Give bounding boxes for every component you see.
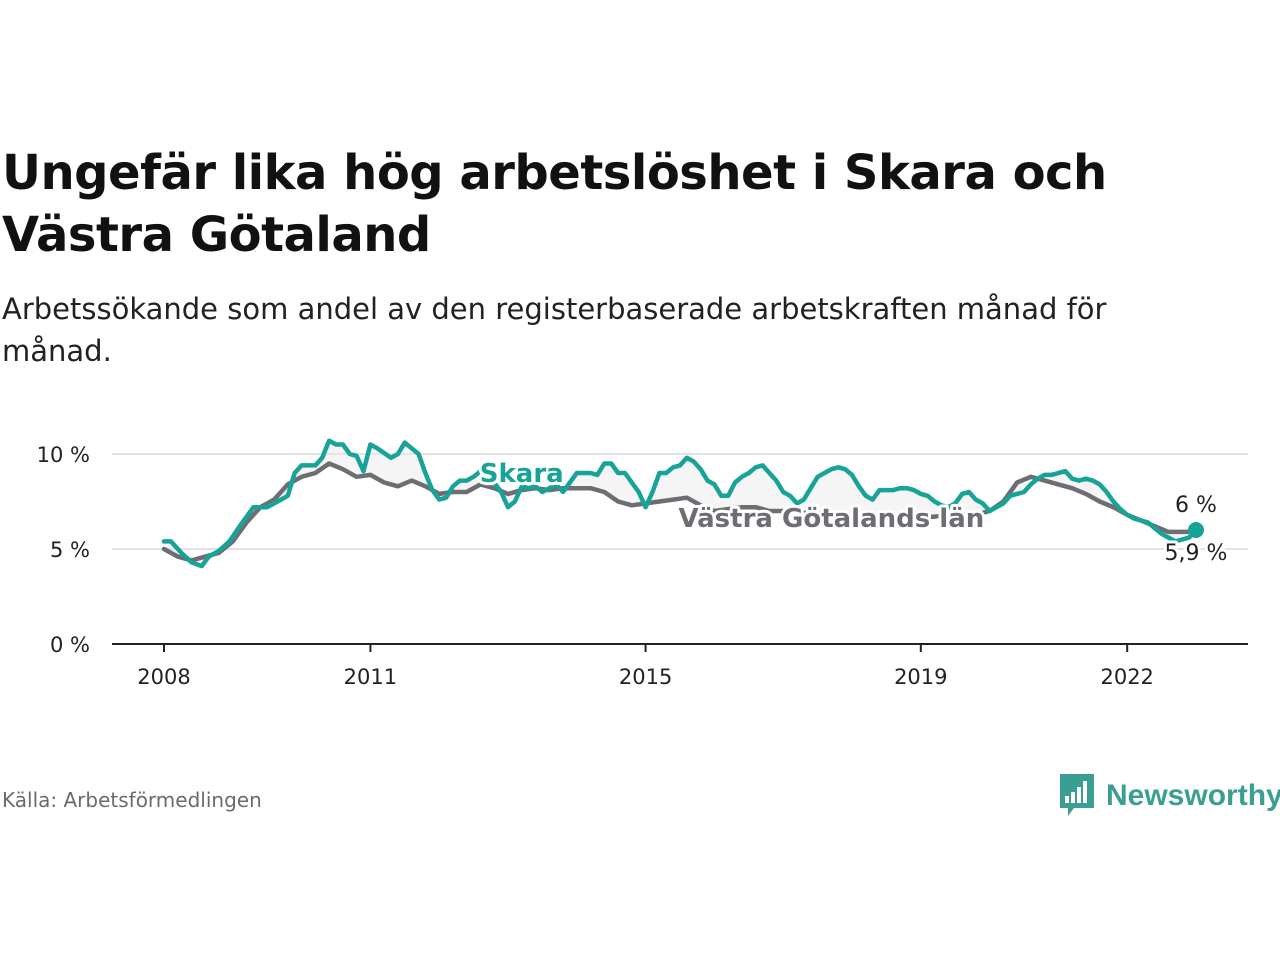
source-note: Källa: Arbetsförmedlingen: [2, 788, 262, 812]
end-value-label-vastra-gotaland-halo: 5,9 %: [1165, 541, 1228, 566]
brand-name: Newsworthy: [1106, 779, 1280, 812]
brand-logo[interactable]: Newsworthy: [1058, 772, 1280, 820]
series-label-vastra-gotaland-halo: Västra Götalands län: [678, 504, 984, 534]
x-tick-label: 2011: [344, 665, 397, 689]
end-value-label-skara: 6 %: [1175, 493, 1217, 518]
skara-end-point: [1188, 522, 1204, 538]
newsworthy-logo-icon: [1060, 774, 1094, 816]
difference-band: [164, 440, 1196, 567]
chart-subtitle: Arbetssökande som andel av den registerb…: [2, 292, 1107, 368]
series-line-vastra-gotaland: [161, 461, 1199, 563]
y-tick-label: 10 %: [37, 443, 90, 467]
chart-title: Ungefär lika hög arbetslöshet i Skara oc…: [2, 145, 1107, 263]
x-tick-label: 2019: [894, 665, 947, 689]
y-tick-label: 5 %: [50, 538, 90, 562]
x-tick-label: 2008: [137, 665, 190, 689]
x-tick-label: 2022: [1100, 665, 1153, 689]
series-line-skara: [161, 438, 1199, 569]
y-tick-label: 0 %: [50, 633, 90, 657]
series-label-vastra-gotaland: Västra Götalands län: [678, 504, 984, 534]
line-chart: 0 %5 %10 %2008 2011 2015 2019 2022 SkaraSkar…: [37, 438, 1248, 689]
end-value-label-skara-halo: 6 %: [1175, 493, 1217, 518]
series-label-skara: Skara: [480, 459, 564, 489]
end-value-label-vastra-gotaland: 5,9 %: [1165, 541, 1228, 566]
x-tick-label: 2015: [619, 665, 672, 689]
series-label-skara-halo: Skara: [480, 459, 564, 489]
